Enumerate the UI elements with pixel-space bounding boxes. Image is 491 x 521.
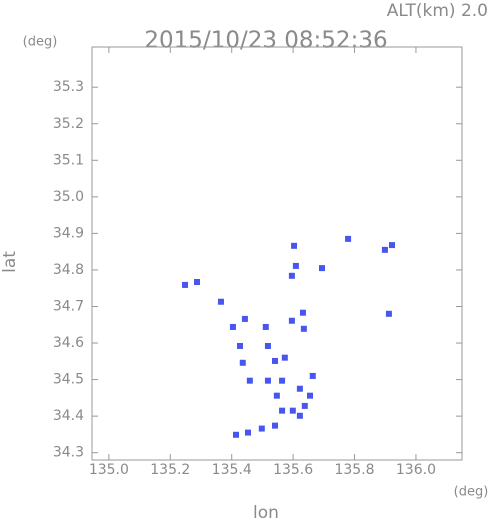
plot-frame xyxy=(91,46,463,461)
echo-cell xyxy=(279,377,286,384)
echo-cell xyxy=(182,281,189,288)
y-tick-label: 34.5 xyxy=(53,372,84,388)
y-tick-label: 34.8 xyxy=(53,262,84,278)
echo-cell xyxy=(345,235,352,242)
x-tick-label: 135.4 xyxy=(212,462,252,478)
echo-cell xyxy=(292,262,299,269)
echo-cell xyxy=(288,272,295,279)
echo-cell xyxy=(217,298,224,305)
y-tick-label: 34.4 xyxy=(53,408,84,424)
echo-cell xyxy=(262,323,269,330)
y-tick-label: 34.3 xyxy=(53,445,84,461)
echo-cell xyxy=(281,354,288,361)
echo-cell xyxy=(264,342,271,349)
echo-cell xyxy=(237,342,243,349)
echo-cell xyxy=(258,425,265,432)
y-tick-label: 34.7 xyxy=(53,298,84,314)
echo-cell xyxy=(273,392,280,399)
echo-cell xyxy=(272,422,279,429)
echo-cell xyxy=(272,357,279,364)
x-tick-label: 135.0 xyxy=(89,462,129,478)
echo-cell xyxy=(388,242,395,249)
echo-cell xyxy=(279,407,286,414)
echo-cell xyxy=(239,359,246,366)
echo-cell xyxy=(299,309,306,316)
echo-cell xyxy=(318,265,325,272)
echo-cell xyxy=(194,279,201,286)
echo-cell xyxy=(244,429,251,436)
y-tick-label: 35.0 xyxy=(53,189,84,205)
echo-cell xyxy=(307,392,314,399)
echo-cell xyxy=(385,310,392,317)
x-axis-label: lon xyxy=(253,503,279,521)
y-tick-label: 34.9 xyxy=(53,225,84,241)
echo-cell xyxy=(301,402,308,409)
echo-cell xyxy=(381,246,388,253)
echo-cell xyxy=(241,315,248,322)
echo-cell xyxy=(296,412,303,419)
y-axis-label: lat xyxy=(0,251,20,273)
y-unit: (deg) xyxy=(23,35,58,50)
echo-cell xyxy=(300,325,307,332)
x-tick-label: 135.2 xyxy=(150,462,190,478)
x-tick-label: 135.6 xyxy=(273,462,313,478)
y-tick-label: 34.6 xyxy=(53,335,84,351)
echo-cell xyxy=(291,242,298,249)
echo-cell xyxy=(229,323,236,330)
y-tick-label: 35.1 xyxy=(53,152,84,168)
echo-cell xyxy=(264,377,271,384)
echo-cell xyxy=(309,372,316,379)
chart-title: 2015/10/23 08:52:36 xyxy=(144,28,387,54)
echo-cell xyxy=(288,317,295,324)
x-tick-label: 136.0 xyxy=(396,462,436,478)
x-tick-label: 135.8 xyxy=(334,462,374,478)
altitude-label: ALT(km) 2.0 xyxy=(387,1,488,21)
y-tick-label: 35.2 xyxy=(53,116,84,132)
y-tick-label: 35.3 xyxy=(53,79,84,95)
echo-cell xyxy=(289,407,296,414)
echo-cell xyxy=(246,377,253,384)
x-unit: (deg) xyxy=(454,485,489,500)
echo-cell xyxy=(233,431,240,438)
echo-cell xyxy=(296,385,303,392)
